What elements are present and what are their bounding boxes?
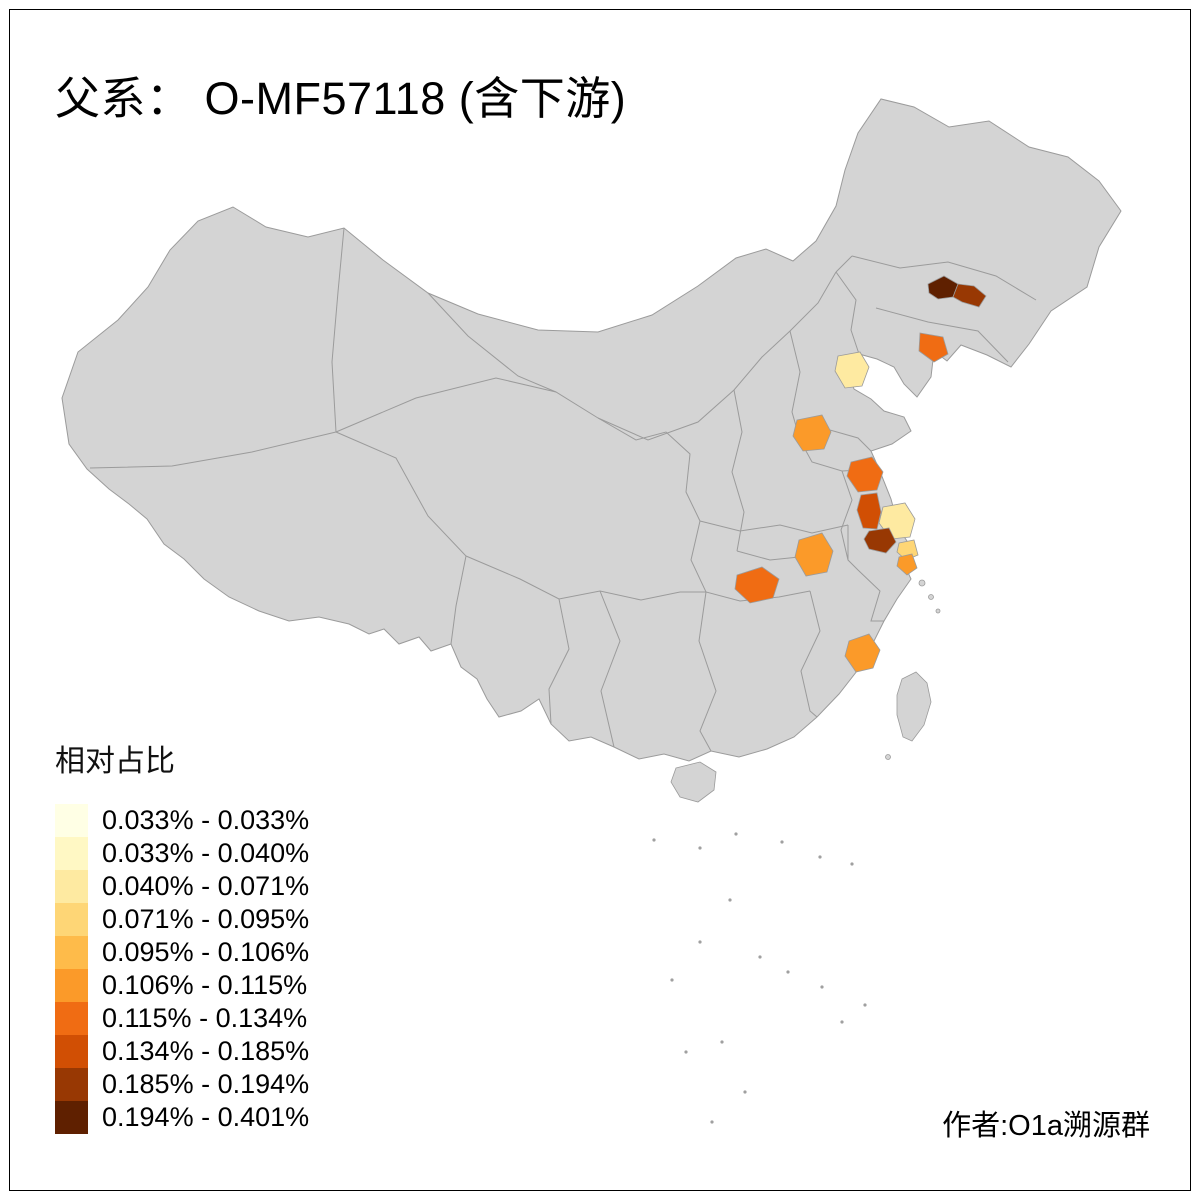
legend-swatch [55, 870, 88, 903]
highlight-region-shandong-west [792, 414, 832, 452]
legend-item: 0.115% - 0.134% [55, 1002, 309, 1035]
legend-label: 0.185% - 0.194% [102, 1069, 310, 1099]
highlight-region-bohai-coast [834, 351, 870, 389]
legend-label: 0.194% - 0.401% [102, 1102, 310, 1132]
highlight-region-northeast-dark-b [952, 283, 987, 308]
legend-label: 0.106% - 0.115% [102, 970, 308, 1000]
legend-swatch [55, 1035, 88, 1068]
legend-swatch [55, 804, 88, 837]
legend-item: 0.071% - 0.095% [55, 903, 309, 936]
highlight-region-fujian-coast [844, 633, 881, 673]
legend-title: 相对占比 [55, 745, 175, 778]
legend-item: 0.040% - 0.071% [55, 870, 309, 903]
hainan-island [670, 761, 717, 803]
legend-item: 0.033% - 0.040% [55, 837, 309, 870]
province-borders [89, 227, 1037, 752]
highlight-region-jiangsu-central [856, 492, 882, 530]
legend: 相对占比 0.033% - 0.033% 0.033% - 0.040% 0.0… [55, 736, 309, 1134]
legend-label: 0.134% - 0.185% [102, 1036, 310, 1066]
taiwan-island [896, 671, 932, 742]
legend-item: 0.095% - 0.106% [55, 936, 309, 969]
legend-item: 0.106% - 0.115% [55, 969, 309, 1002]
coastal-islets [885, 579, 941, 760]
highlight-region-shanghai [896, 553, 918, 576]
legend-label: 0.115% - 0.134% [102, 1003, 308, 1033]
legend-swatch [55, 903, 88, 936]
legend-swatch [55, 1101, 88, 1134]
legend-item: 0.134% - 0.185% [55, 1035, 309, 1068]
map-title: 父系： O-MF57118 (含下游) [55, 73, 627, 124]
legend-swatch [55, 936, 88, 969]
highlight-region-northeast-south [918, 332, 949, 363]
legend-swatch [55, 1002, 88, 1035]
south-china-sea-islets [652, 832, 867, 1124]
legend-label: 0.040% - 0.071% [102, 871, 310, 901]
legend-item: 0.185% - 0.194% [55, 1068, 309, 1101]
attribution: 作者:O1a溯源群 [942, 1110, 1150, 1142]
legend-swatch [55, 1068, 88, 1101]
highlighted-regions [734, 275, 987, 673]
legend-label: 0.033% - 0.040% [102, 838, 310, 868]
legend-label: 0.071% - 0.095% [102, 904, 310, 934]
legend-item: 0.194% - 0.401% [55, 1101, 309, 1134]
highlight-region-jiangsu-south-dark [863, 527, 897, 554]
mainland-outline [61, 98, 1122, 762]
legend-label: 0.033% - 0.033% [102, 805, 310, 835]
highlight-region-jiangsu-north [846, 456, 884, 493]
legend-label: 0.095% - 0.106% [102, 937, 310, 967]
legend-swatch [55, 837, 88, 870]
legend-item: 0.033% - 0.033% [55, 804, 309, 837]
highlight-region-hubei-central [734, 566, 780, 604]
highlight-region-anhui-west [794, 532, 834, 577]
legend-swatch [55, 969, 88, 1002]
